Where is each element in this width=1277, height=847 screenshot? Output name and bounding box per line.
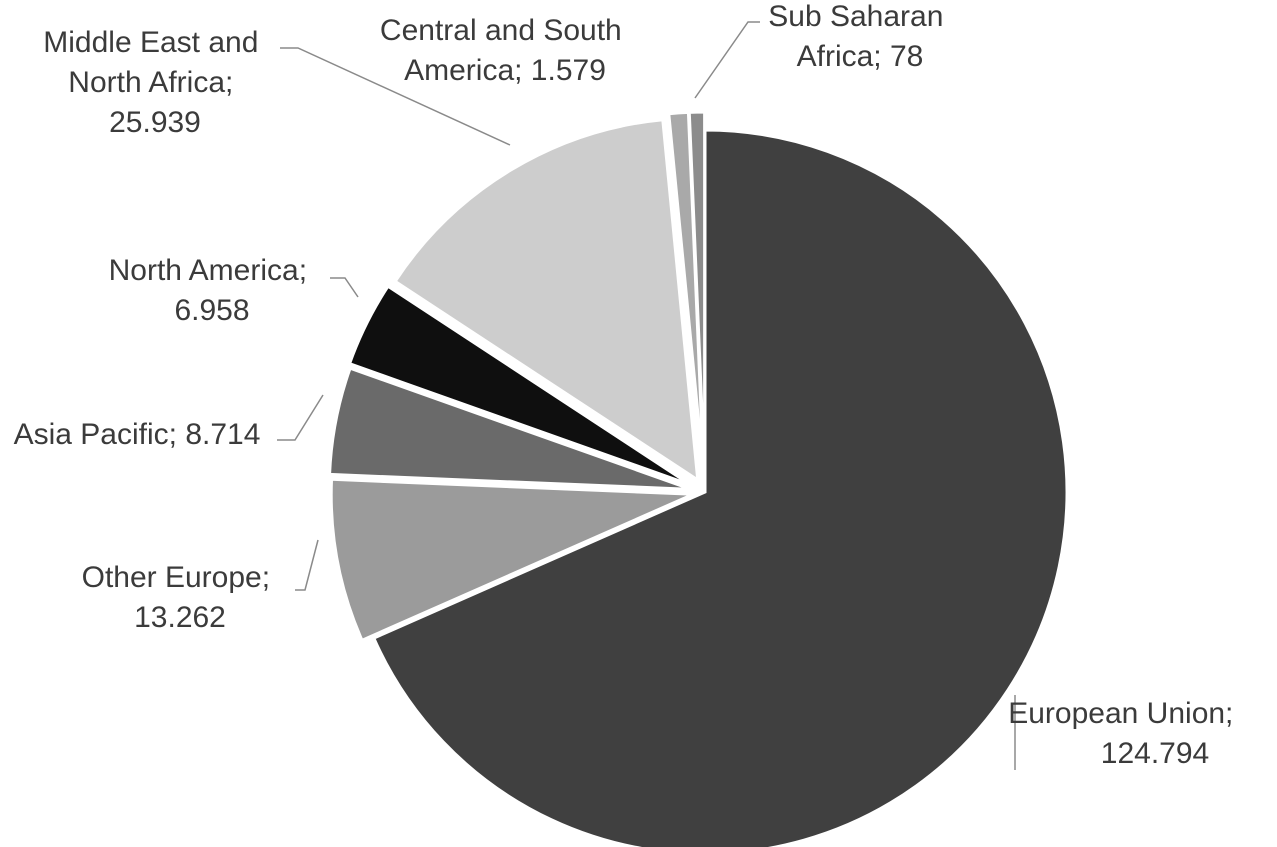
label-north-america: North America; 6.958 (109, 254, 316, 327)
label-other-europe-line-1: Other Europe; (82, 561, 270, 594)
label-north-america-line-1: North America; (109, 254, 307, 287)
label-middle-east-line-3: 25.939 (109, 106, 201, 139)
label-other-europe-line-2: 13.262 (134, 601, 226, 634)
label-central-south-america: Central and South America; 1.579 (380, 14, 630, 87)
label-north-america-line-2: 6.958 (174, 294, 249, 327)
leader-other-europe (295, 539, 319, 591)
label-middle-east-line-1: Middle East and (43, 26, 258, 59)
label-european-union-line-2: 124.794 (1101, 737, 1209, 770)
label-sub-saharan-africa-line-2: Africa; 78 (797, 40, 924, 73)
leader-lines (277, 21, 1016, 770)
label-european-union-line-1: European Union; (1008, 697, 1233, 730)
label-middle-east: Middle East and North Africa; 25.939 (43, 26, 266, 139)
label-central-south-america-line-1: Central and South (380, 14, 622, 47)
label-european-union: European Union; 124.794 (1008, 697, 1242, 770)
slice-middle-east-and-north-africa (393, 118, 700, 483)
leader-asia-pacific (277, 394, 324, 441)
slice-labels: European Union; 124.794 Other Europe; 13… (14, 0, 1242, 770)
slice-european-union (371, 128, 1069, 847)
label-sub-saharan-africa: Sub Saharan Africa; 78 (768, 0, 951, 73)
label-asia-pacific: Asia Pacific; 8.714 (14, 418, 261, 451)
leader-sub-saharan (694, 21, 760, 99)
slice-sub-saharan-africa (687, 110, 707, 475)
pie-slices (328, 110, 1069, 847)
label-other-europe: Other Europe; 13.262 (82, 561, 279, 634)
label-central-south-america-line-2: America; 1.579 (404, 54, 606, 87)
slice-asia-pacific (328, 366, 692, 491)
leader-middle-east (280, 47, 511, 146)
leader-north-america (330, 277, 359, 298)
slice-north-america (347, 284, 692, 487)
label-middle-east-line-2: North Africa; (68, 66, 233, 99)
slice-other-europe (329, 477, 694, 643)
label-sub-saharan-africa-line-1: Sub Saharan (768, 0, 943, 33)
label-asia-pacific-line-1: Asia Pacific; 8.714 (14, 418, 261, 451)
